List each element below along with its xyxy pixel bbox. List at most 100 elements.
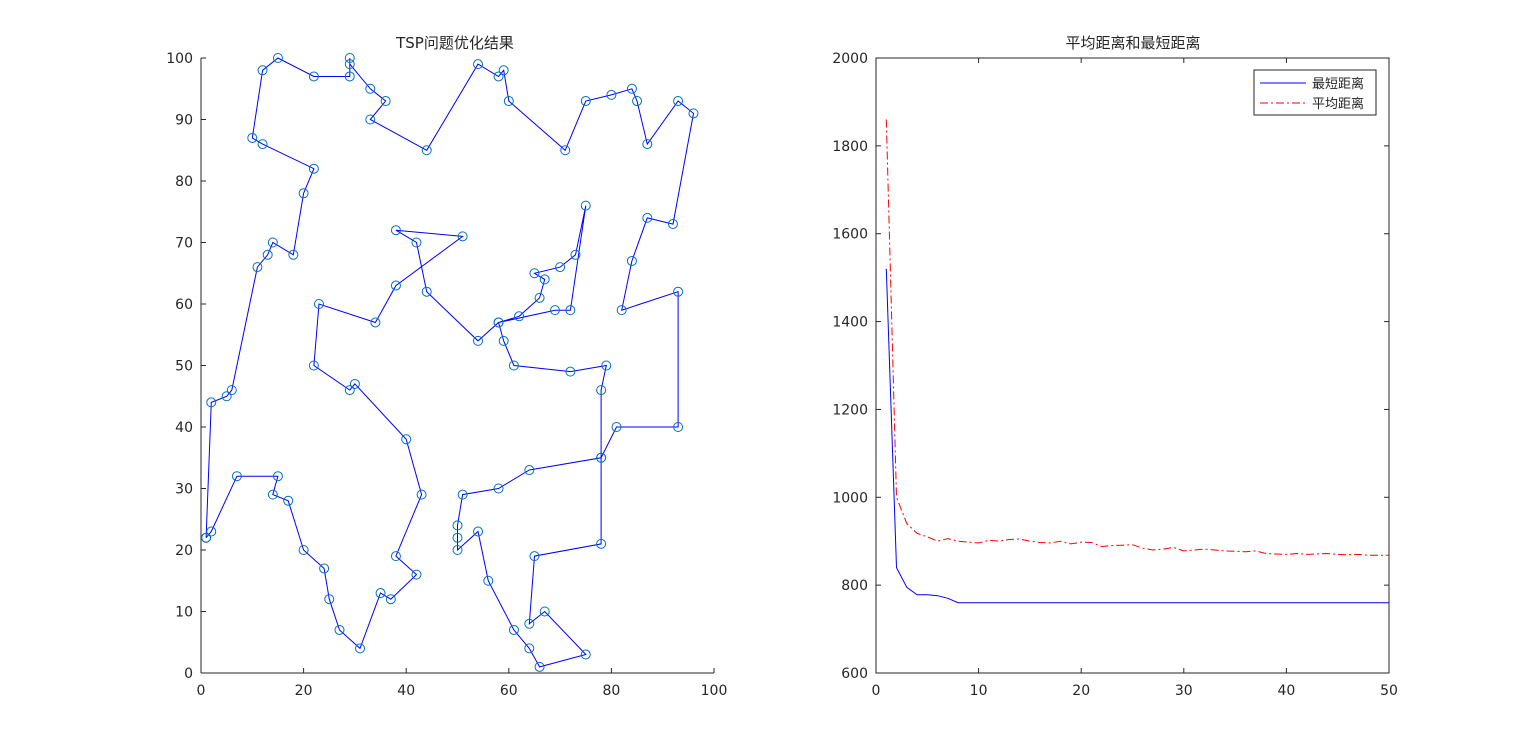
city-marker	[421, 145, 432, 156]
y-tick-label: 70	[175, 236, 193, 252]
city-marker	[524, 643, 535, 654]
city-marker	[344, 59, 355, 70]
city-marker	[252, 262, 263, 273]
x-tick-label: 80	[602, 683, 620, 699]
city-marker	[539, 606, 550, 617]
city-marker	[390, 280, 401, 291]
city-marker	[473, 59, 484, 70]
x-tick-label: 60	[500, 683, 518, 699]
city-marker	[344, 53, 355, 63]
x-tick-label: 40	[397, 683, 415, 699]
chart-title: TSP问题优化结果	[395, 34, 514, 52]
city-marker	[313, 299, 324, 309]
x-tick-label: 0	[197, 683, 206, 699]
city-marker	[673, 96, 684, 107]
axes-box	[875, 57, 1390, 674]
city-marker	[493, 483, 504, 494]
city-marker	[452, 545, 463, 555]
y-tick-label: 1600	[832, 227, 868, 243]
city-marker	[596, 538, 607, 549]
city-marker	[283, 495, 294, 506]
city-marker	[565, 366, 576, 377]
y-tick-label: 0	[184, 666, 193, 682]
city-marker	[606, 89, 617, 100]
city-marker	[632, 96, 643, 107]
city-marker	[206, 526, 217, 537]
legend-box	[1253, 69, 1377, 116]
city-marker	[267, 489, 278, 500]
tsp-route-chart: TSP问题优化结果 0 20 40 60 80 100 0 10 20 30 40 50 60 70 80 9…	[166, 34, 727, 699]
city-marker	[272, 53, 283, 63]
legend-label: 平均距离	[1312, 96, 1364, 112]
y-tick-label: 1000	[832, 490, 868, 506]
city-marker	[611, 422, 622, 432]
y-tick-label: 90	[175, 113, 193, 129]
city-marker	[560, 145, 571, 156]
city-marker	[416, 489, 427, 500]
y-tick-label: 100	[166, 51, 193, 67]
city-marker	[319, 563, 330, 574]
city-marker	[498, 65, 509, 76]
chart-title: 平均距离和最短距离	[1065, 34, 1200, 52]
city-marker	[262, 249, 273, 260]
city-marker	[508, 360, 519, 371]
city-marker	[298, 545, 309, 555]
city-marker	[349, 378, 360, 389]
city-marker	[529, 268, 540, 279]
city-marker	[534, 292, 545, 303]
y-tick-label: 600	[841, 666, 868, 682]
city-marker	[529, 551, 540, 562]
series-line-2	[885, 119, 1389, 556]
city-marker	[673, 286, 684, 297]
city-marker	[493, 71, 504, 82]
y-tick-label: 10	[175, 605, 193, 621]
city-marker	[390, 551, 401, 562]
city-marker	[642, 212, 653, 223]
distance-plot-area: 0 10 20 30 40 50 600 800 1000 1200 1400 1600 1800 200…	[832, 51, 1398, 699]
city-marker	[539, 274, 550, 285]
x-tick-label: 20	[1072, 683, 1090, 699]
city-marker	[616, 305, 627, 316]
city-marker	[308, 163, 319, 174]
city-marker	[596, 385, 607, 396]
city-marker	[673, 422, 684, 432]
city-marker	[473, 335, 484, 346]
x-tick-label: 100	[701, 683, 728, 699]
city-marker	[421, 286, 432, 297]
city-marker	[667, 219, 678, 230]
y-tick-label: 40	[175, 420, 193, 436]
x-tick-label: 20	[295, 683, 313, 699]
y-tick-label: 60	[175, 297, 193, 313]
city-marker	[308, 71, 319, 82]
city-marker	[642, 139, 653, 150]
city-marker	[524, 618, 535, 629]
city-marker	[534, 661, 545, 672]
city-marker	[493, 317, 504, 328]
city-marker	[272, 471, 283, 482]
x-tick-label: 10	[970, 683, 988, 699]
city-marker	[411, 237, 422, 248]
y-tick-label: 30	[175, 482, 193, 498]
tsp-plot-area: 0 20 40 60 80 100 0 10 20 30 40 50 60 70 80 90 100	[166, 51, 727, 699]
city-marker	[514, 311, 525, 322]
city-marker	[385, 594, 396, 605]
city-marker	[221, 391, 232, 402]
city-marker	[601, 360, 612, 371]
x-tick-label: 30	[1175, 683, 1193, 699]
city-marker	[257, 139, 268, 150]
city-marker	[206, 397, 217, 408]
city-marker	[390, 225, 401, 236]
city-marker	[298, 188, 309, 199]
y-tick-label: 1400	[832, 315, 868, 331]
city-marker	[549, 305, 560, 316]
city-marker	[344, 71, 355, 82]
city-marker	[267, 237, 278, 248]
city-marker	[231, 471, 242, 482]
city-marker	[324, 594, 335, 605]
city-marker	[580, 200, 591, 211]
y-tick-label: 80	[175, 174, 193, 190]
y-tick-label: 800	[841, 578, 868, 594]
y-tick-label: 50	[175, 359, 193, 375]
city-marker	[580, 96, 591, 107]
